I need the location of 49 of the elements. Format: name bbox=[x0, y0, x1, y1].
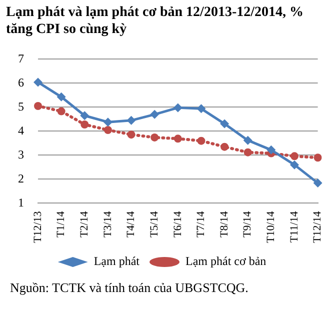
point bbox=[127, 130, 136, 139]
x-tick-label: T11/14 bbox=[288, 210, 300, 243]
point bbox=[103, 118, 112, 127]
y-tick-label: 6 bbox=[18, 75, 24, 90]
point bbox=[126, 116, 136, 125]
chart-title: Lạm phát và lạm phát cơ bản 12/2013-12/2014, % tăng CPI so cùng kỳ bbox=[5, 4, 304, 38]
point bbox=[266, 145, 276, 154]
point bbox=[243, 136, 252, 145]
x-tick-label: T3/14 bbox=[102, 210, 114, 238]
point bbox=[197, 136, 206, 145]
y-tick-label: 1 bbox=[18, 195, 24, 210]
point bbox=[57, 107, 66, 116]
x-tick-label: T7/14 bbox=[195, 210, 208, 238]
point bbox=[80, 120, 89, 128]
x-tick-label: T5/14 bbox=[148, 210, 160, 238]
x-tick-label: T2/14 bbox=[78, 210, 91, 238]
y-tick-label: 3 bbox=[18, 147, 24, 162]
x-tick-label: T1/14 bbox=[55, 210, 68, 238]
x-tick-label: T12/14 bbox=[312, 210, 324, 244]
y-tick-label: 5 bbox=[18, 99, 24, 114]
x-tick-label: T6/14 bbox=[172, 210, 184, 238]
point bbox=[220, 119, 230, 128]
text: Nguồn: TCTK và tính toán của UBGSTCQG. bbox=[9, 279, 250, 296]
point bbox=[173, 103, 182, 112]
point bbox=[174, 134, 182, 143]
x-tick-label: T4/14 bbox=[125, 210, 138, 238]
legend-label: Lạm phát bbox=[94, 254, 140, 268]
x-tick-label: T9/14 bbox=[242, 210, 254, 238]
point bbox=[34, 78, 42, 87]
point bbox=[290, 152, 298, 160]
x-tick-label: T10/14 bbox=[265, 210, 278, 244]
y-tick-label: 4 bbox=[18, 123, 24, 138]
point bbox=[80, 111, 90, 120]
point bbox=[34, 102, 42, 110]
point bbox=[150, 110, 160, 119]
point bbox=[244, 148, 252, 156]
point bbox=[290, 160, 299, 170]
legend-label: Lạm phát cơ bản bbox=[186, 254, 266, 268]
point bbox=[196, 104, 206, 114]
point bbox=[313, 178, 322, 188]
y-tick-label: 7 bbox=[18, 51, 24, 66]
point bbox=[220, 142, 229, 151]
x-tick-label: T12/13 bbox=[32, 210, 44, 244]
point bbox=[56, 92, 66, 102]
point bbox=[104, 126, 112, 134]
y-tick-label: 2 bbox=[18, 171, 24, 186]
point bbox=[150, 133, 159, 142]
x-tick-label: T8/14 bbox=[218, 210, 230, 238]
point bbox=[314, 154, 322, 162]
